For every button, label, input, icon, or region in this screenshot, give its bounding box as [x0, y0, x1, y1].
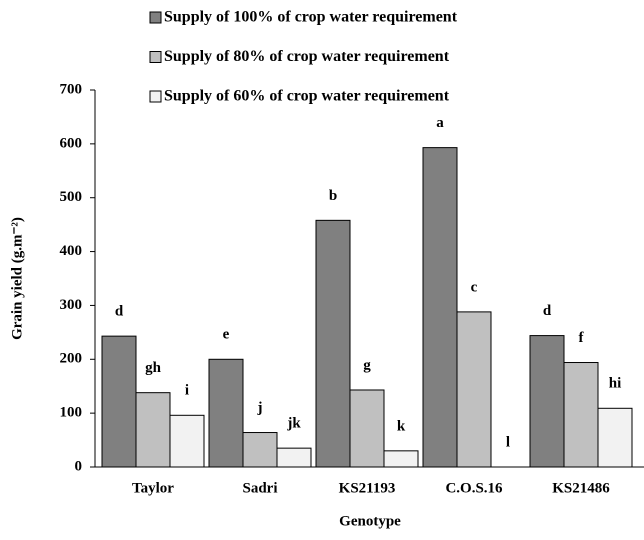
- y-tick-label: 700: [60, 81, 83, 97]
- significance-letter: g: [363, 357, 371, 373]
- significance-letter: d: [543, 303, 552, 319]
- y-tick-label: 500: [60, 189, 83, 205]
- x-tick-label: Sadri: [242, 480, 277, 496]
- x-tick-label: Taylor: [132, 480, 174, 496]
- significance-letter: jk: [286, 416, 301, 432]
- x-tick-label: C.O.S.16: [445, 480, 503, 496]
- x-axis-title: Genotype: [339, 513, 401, 529]
- significance-letter: c: [471, 279, 478, 295]
- bar: [597, 407, 633, 468]
- significance-letter: e: [223, 327, 230, 343]
- y-axis-title: Grain yield (g.m⁻²): [9, 217, 25, 340]
- y-tick-label: 0: [75, 458, 83, 474]
- bar: [208, 358, 244, 468]
- significance-letter: j: [257, 400, 263, 416]
- bar: [169, 414, 205, 468]
- significance-letter: d: [115, 304, 124, 320]
- bar: [383, 450, 419, 468]
- x-tick-label: KS21193: [339, 480, 396, 496]
- significance-letter: i: [185, 383, 189, 399]
- significance-letter: a: [436, 115, 444, 131]
- significance-letter: b: [329, 188, 337, 204]
- bar: [529, 335, 565, 468]
- bar: [135, 392, 171, 468]
- significance-letter: f: [579, 330, 585, 346]
- bar: [242, 432, 278, 468]
- y-tick-label: 600: [60, 135, 83, 151]
- significance-letter: l: [506, 434, 510, 450]
- legend-label: Supply of 60% of crop water requirement: [164, 88, 450, 105]
- bar: [315, 219, 351, 468]
- x-tick-label: KS21486: [552, 480, 610, 496]
- y-tick-label: 300: [60, 297, 83, 313]
- legend-label: Supply of 80% of crop water requirement: [164, 48, 450, 65]
- y-tick-label: 400: [60, 243, 83, 259]
- legend-swatch: [149, 90, 162, 103]
- bar: [349, 389, 385, 468]
- significance-letter: gh: [145, 360, 162, 376]
- significance-letter: k: [397, 418, 406, 434]
- y-tick-label: 100: [60, 405, 83, 421]
- significance-letter: hi: [609, 376, 622, 392]
- y-tick-label: 200: [60, 351, 83, 367]
- legend-swatch: [149, 51, 162, 63]
- bar: [276, 447, 312, 468]
- bar: [101, 335, 137, 468]
- bar: [456, 311, 492, 468]
- bar: [563, 362, 599, 468]
- legend-label: Supply of 100% of crop water requirement: [164, 9, 458, 26]
- legend-swatch: [149, 11, 162, 24]
- bar: [422, 147, 458, 468]
